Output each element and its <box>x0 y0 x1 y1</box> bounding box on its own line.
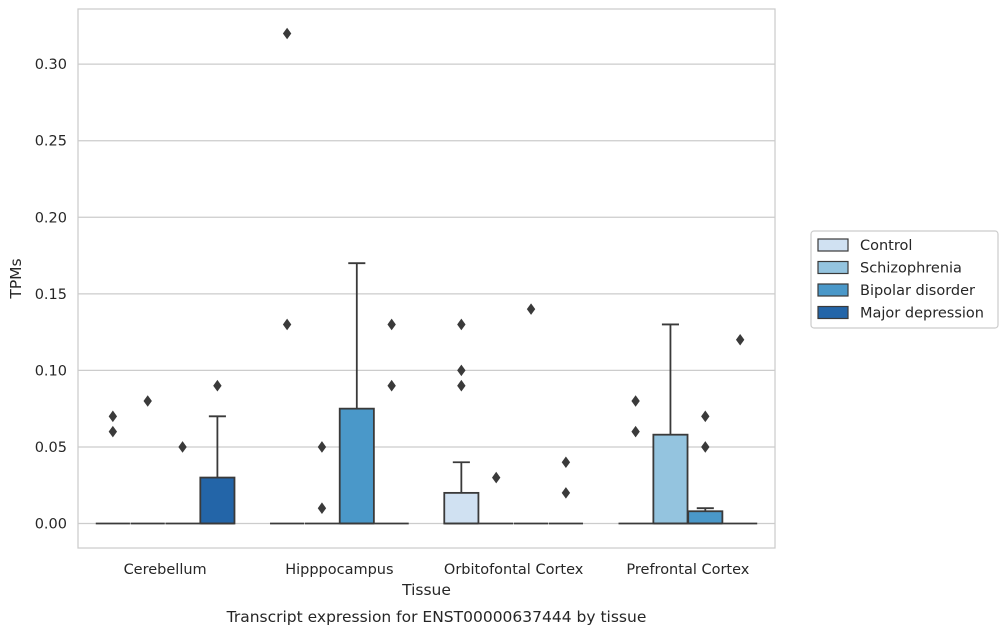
box-3-2 <box>338 262 375 525</box>
box-2-1 <box>130 395 165 525</box>
outlier-point <box>526 303 536 315</box>
legend-label: Control <box>860 238 912 254</box>
box-4-4 <box>723 333 758 525</box>
outlier-point <box>457 318 466 331</box>
outlier-point <box>631 425 640 438</box>
outlier-point <box>317 441 327 453</box>
outlier-point <box>213 379 222 392</box>
outlier-point <box>317 502 327 514</box>
box-body <box>199 476 236 525</box>
boxes <box>95 27 758 525</box>
legend-entry: Control <box>817 238 912 254</box>
legend-swatch <box>817 238 849 252</box>
outlier-point <box>561 456 571 469</box>
outlier-point <box>457 379 466 392</box>
x-tick-label: Prefrontal Cortex <box>626 562 749 578</box>
outlier-point <box>178 441 187 453</box>
y-tick-label: 0.25 <box>35 134 67 150</box>
chart-caption: Transcript expression for ENST0000063744… <box>226 608 647 626</box>
box-1-1 <box>95 410 130 525</box>
y-axis-ticks: 0.00 0.05 0.10 0.15 0.20 0.25 0.30 <box>35 57 67 532</box>
box-3-3 <box>513 303 549 525</box>
legend-frame <box>810 230 999 329</box>
box-3-4 <box>687 410 724 525</box>
box-1-3 <box>443 318 480 525</box>
y-tick-label: 0.20 <box>35 210 67 226</box>
outlier-point <box>108 410 118 423</box>
y-tick-label: 0.30 <box>35 57 67 73</box>
x-axis-ticks: Cerebellum Hipppocampus Orbitofontal Corte… <box>124 562 750 578</box>
y-tick-label: 0.00 <box>35 517 67 533</box>
plot-area-frame <box>77 8 776 549</box>
legend-label: Bipolar disorder <box>860 283 975 299</box>
outlier-point <box>387 379 396 392</box>
box-2-2 <box>304 441 340 525</box>
legend-entry: Bipolar disorder <box>817 283 975 299</box>
x-tick-label: Cerebellum <box>124 562 207 578</box>
outlier-point <box>282 27 292 40</box>
box-4-1 <box>199 379 236 525</box>
y-tick-label: 0.05 <box>35 440 67 456</box>
legend-entry: Schizophrenia <box>817 260 962 277</box>
box-body <box>338 407 375 525</box>
legend-entry: Major depression <box>817 305 984 322</box>
outlier-point <box>701 410 710 423</box>
box-4-2 <box>374 318 409 525</box>
legend-swatch <box>817 260 849 275</box>
outlier-point <box>108 425 118 438</box>
outlier-point <box>561 487 571 499</box>
legend-swatch <box>817 283 849 297</box>
outlier-point <box>387 318 396 331</box>
outlier-point <box>492 471 501 484</box>
box-4-3 <box>548 456 583 525</box>
outlier-point <box>143 395 152 407</box>
box-2-3 <box>479 471 514 525</box>
y-tick-label: 0.10 <box>35 363 67 379</box>
outlier-point <box>735 333 745 346</box>
y-tick-label: 0.15 <box>35 287 67 303</box>
outlier-point <box>701 441 710 453</box>
outlier-point <box>631 395 640 407</box>
legend: Control Schizophrenia Bipolar disorder Majo… <box>810 230 999 329</box>
legend-label: Major depression <box>860 306 984 322</box>
box-1-2 <box>270 27 305 525</box>
outlier-point <box>282 318 292 331</box>
box-3-1 <box>165 441 200 525</box>
legend-swatch <box>817 305 849 320</box>
x-tick-label: Hipppocampus <box>285 562 393 578</box>
box-2-4 <box>652 323 689 525</box>
box-body <box>687 510 724 525</box>
y-axis-label: TPMs <box>7 258 25 299</box>
legend-label: Schizophrenia <box>860 261 962 277</box>
x-tick-label: Orbitofontal Cortex <box>444 562 584 578</box>
outlier-point <box>457 364 466 377</box>
box-body <box>652 433 689 525</box>
box-body <box>443 491 480 525</box>
x-axis-label: Tissue <box>401 581 451 599</box>
box-1-4 <box>618 395 653 525</box>
